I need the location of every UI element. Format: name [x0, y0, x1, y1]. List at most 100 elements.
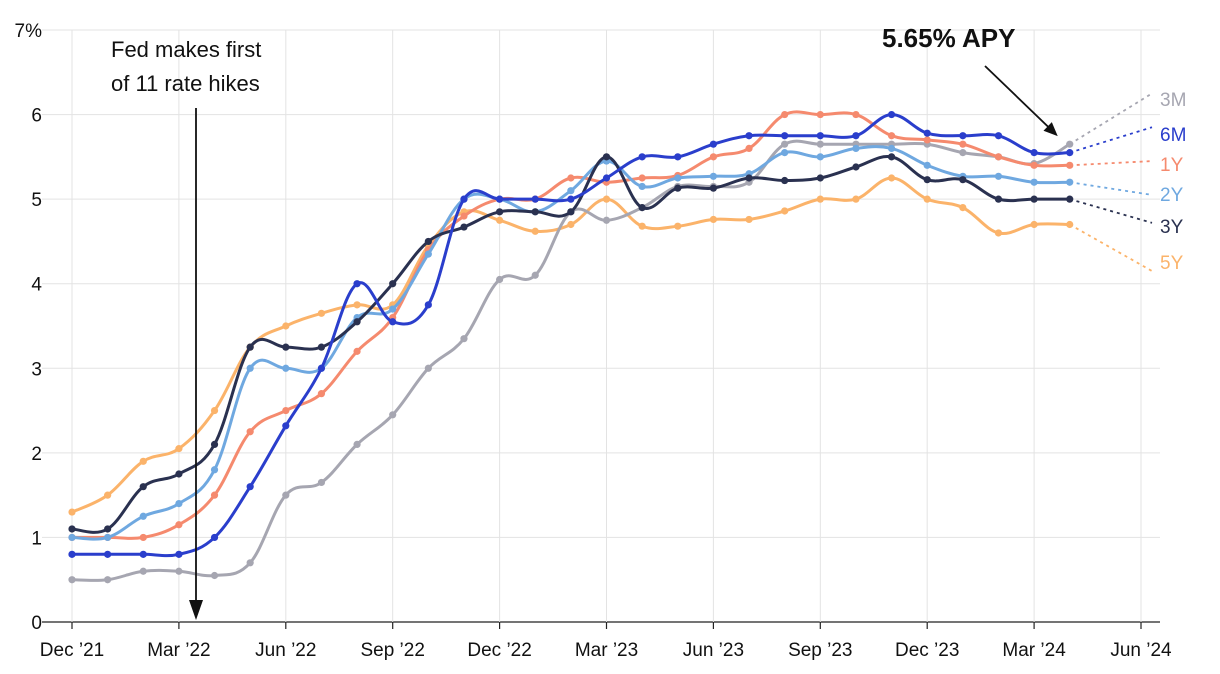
series-labels: 5Y 3M 1Y 2Y 3Y 6M — [1160, 90, 1186, 274]
data-point-5y — [353, 301, 361, 309]
data-point-6m — [460, 195, 468, 203]
data-point-3y — [531, 208, 539, 216]
data-point-1y — [887, 132, 896, 140]
projection-line-3m — [1069, 92, 1153, 145]
data-point-5y — [816, 195, 824, 203]
data-point-3m — [282, 491, 290, 499]
series-label-3y: 3Y — [1160, 217, 1184, 238]
projection-line-3y — [1069, 198, 1153, 224]
data-point-3y — [68, 525, 76, 533]
data-point-6m — [175, 550, 183, 558]
data-point-3m — [210, 571, 219, 580]
x-tick-label: Jun ’23 — [683, 640, 744, 661]
series-line-2y — [70, 145, 1072, 541]
data-point-2y — [709, 172, 718, 180]
data-point-3m — [816, 140, 824, 148]
data-point-3m — [424, 364, 432, 372]
data-point-2y — [781, 149, 789, 157]
series-3m — [68, 92, 1153, 584]
data-point-1y — [781, 110, 789, 119]
data-point-3m — [175, 567, 183, 575]
data-point-6m — [389, 318, 397, 326]
data-point-5y — [1030, 220, 1038, 229]
data-point-3y — [602, 153, 611, 161]
y-tick-label: 0 — [31, 613, 42, 634]
data-point-3m — [460, 335, 468, 343]
data-point-3y — [389, 280, 397, 288]
data-point-3m — [959, 149, 967, 157]
data-point-6m — [353, 280, 361, 288]
x-tick-label: Jun ’22 — [255, 640, 316, 661]
data-point-1y — [816, 110, 824, 119]
data-point-5y — [674, 222, 682, 230]
data-point-1y — [709, 153, 718, 161]
data-point-5y — [745, 215, 753, 224]
data-point-2y — [923, 161, 931, 169]
data-point-5y — [781, 207, 789, 215]
series-group — [68, 92, 1153, 584]
data-point-5y — [923, 195, 931, 203]
chart-axes: 0 1 2 3 4 5 6 7% Dec ’21 Mar ’22 Jun ’22 Sep ’22 Dec… — [15, 21, 1173, 661]
data-point-3y — [674, 184, 682, 192]
data-point-3y — [246, 343, 254, 351]
series-line-5y — [70, 176, 1072, 514]
series-label-3m: 3M — [1160, 90, 1186, 111]
data-point-2y — [246, 364, 254, 372]
data-point-3m — [246, 559, 254, 567]
chart-grid — [42, 29, 1160, 623]
data-point-2y — [852, 144, 860, 152]
data-point-1y — [923, 136, 931, 144]
series-label-2y: 2Y — [1160, 185, 1184, 206]
projection-line-6m — [1069, 126, 1153, 154]
data-point-3y — [175, 470, 183, 478]
data-point-5y — [282, 322, 290, 330]
data-point-5y — [496, 216, 504, 224]
data-point-3m — [389, 411, 397, 419]
data-point-5y — [210, 406, 219, 415]
series-label-1y: 1Y — [1160, 155, 1184, 176]
data-point-2y — [424, 250, 432, 258]
data-point-2y — [282, 364, 290, 372]
data-point-3m — [602, 216, 611, 224]
x-tick-label: Mar ’24 — [1002, 640, 1066, 661]
data-point-5y — [994, 229, 1003, 237]
annotations: Fed makes first of 11 rate hikes 5.65% A… — [111, 23, 1058, 620]
data-point-3y — [317, 343, 326, 351]
series-line-3m — [70, 139, 1072, 582]
x-tick-label: Dec ’22 — [467, 640, 531, 661]
data-point-3y — [959, 176, 967, 184]
data-point-6m — [745, 132, 753, 140]
apy-arrow-head — [1043, 122, 1058, 137]
series-2y — [68, 144, 1153, 542]
x-tick-label: Jun ’24 — [1110, 640, 1172, 661]
data-point-2y — [638, 182, 646, 191]
data-point-1y — [994, 153, 1003, 161]
data-point-3y — [139, 483, 147, 491]
fed-annotation-line1: Fed makes first — [111, 37, 261, 62]
x-tick-label: Dec ’23 — [895, 640, 959, 661]
data-point-3y — [745, 174, 753, 182]
projection-line-2y — [1069, 181, 1153, 196]
data-point-5y — [104, 491, 112, 499]
data-point-2y — [994, 172, 1003, 180]
data-point-3y — [1030, 195, 1038, 203]
data-point-1y — [175, 521, 183, 529]
data-point-3m — [496, 275, 504, 284]
data-point-2y — [887, 144, 896, 152]
data-point-2y — [175, 500, 183, 508]
x-tick-label: Mar ’23 — [575, 640, 638, 661]
data-point-6m — [246, 483, 254, 491]
data-point-3m — [139, 567, 147, 575]
data-point-5y — [175, 445, 183, 453]
data-point-5y — [887, 174, 896, 182]
data-point-3y — [781, 176, 789, 185]
data-point-1y — [567, 174, 575, 182]
data-point-1y — [139, 533, 147, 542]
data-point-3y — [282, 343, 290, 351]
projection-line-5y — [1069, 223, 1153, 272]
data-point-6m — [496, 195, 504, 203]
data-point-6m — [638, 153, 646, 161]
data-point-5y — [68, 508, 76, 516]
data-point-6m — [282, 422, 290, 430]
data-point-1y — [282, 406, 290, 415]
